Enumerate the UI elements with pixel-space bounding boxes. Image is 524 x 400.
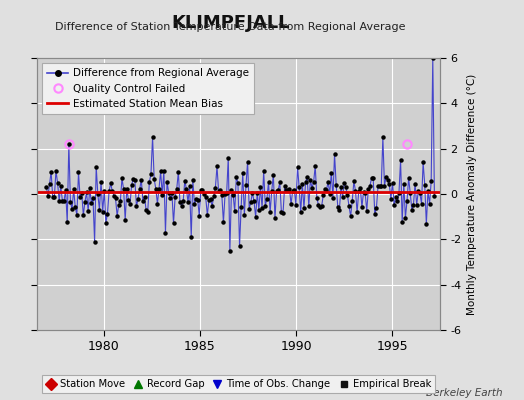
Y-axis label: Monthly Temperature Anomaly Difference (°C): Monthly Temperature Anomaly Difference (… bbox=[467, 73, 477, 315]
Legend: Station Move, Record Gap, Time of Obs. Change, Empirical Break: Station Move, Record Gap, Time of Obs. C… bbox=[42, 375, 435, 393]
Text: Berkeley Earth: Berkeley Earth bbox=[427, 388, 503, 398]
Legend: Difference from Regional Average, Quality Control Failed, Estimated Station Mean: Difference from Regional Average, Qualit… bbox=[42, 63, 254, 114]
Text: Difference of Station Temperature Data from Regional Average: Difference of Station Temperature Data f… bbox=[56, 22, 406, 32]
Text: KLIMPFJALL: KLIMPFJALL bbox=[171, 14, 290, 32]
